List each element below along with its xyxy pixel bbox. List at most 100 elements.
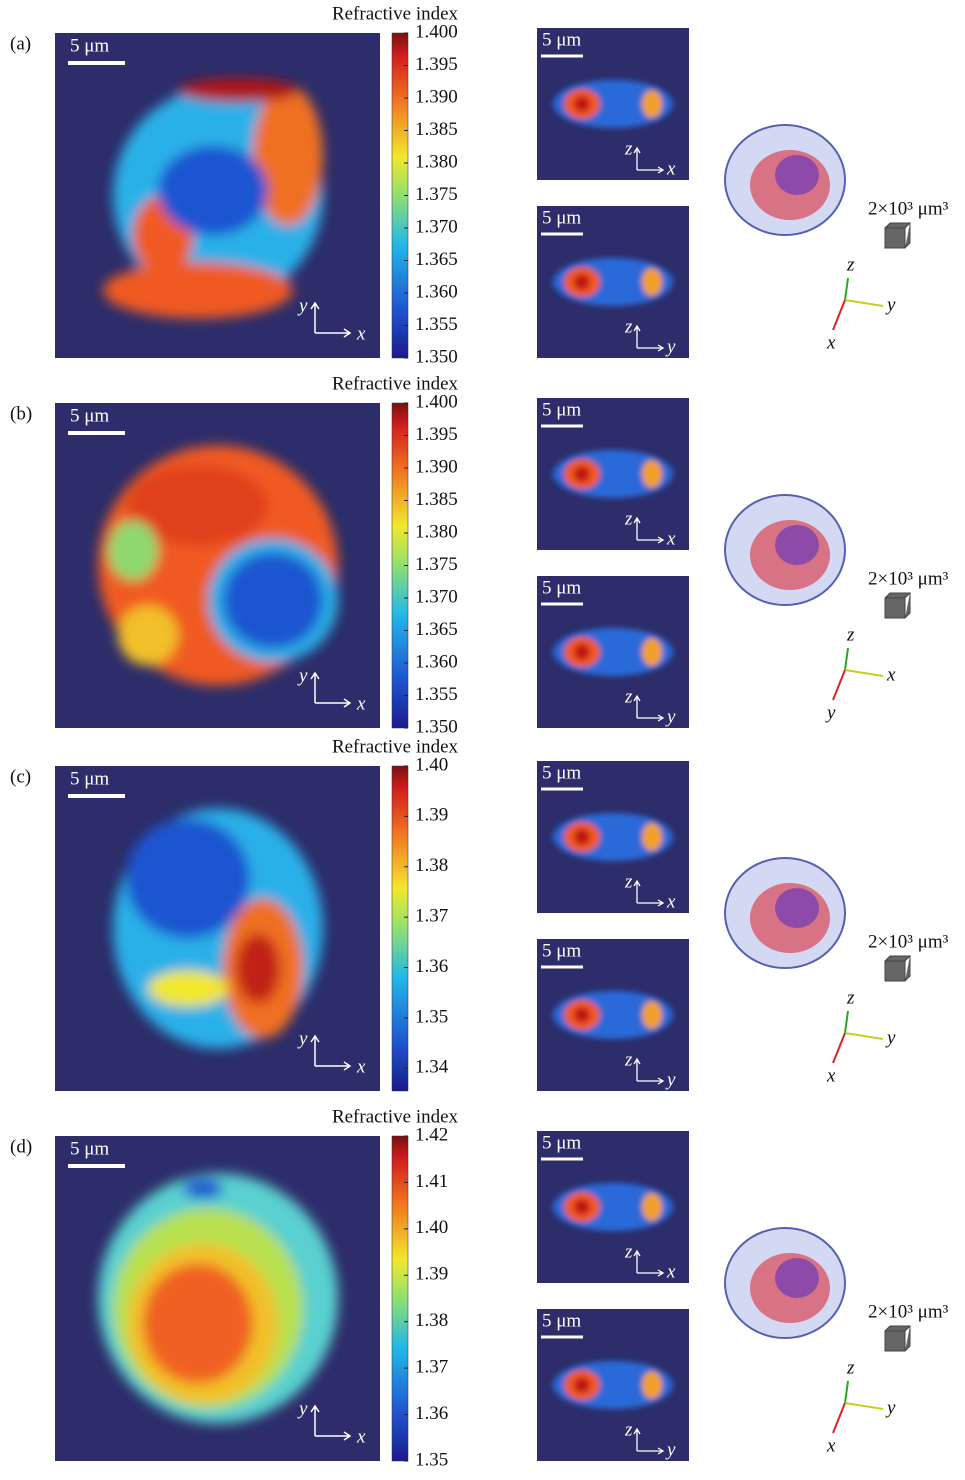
axis-letter: x [666,891,676,912]
cell [98,446,338,686]
cell-region [103,263,293,319]
axis-letter: y [297,1028,308,1049]
colorbar-tick-label: 1.38 [415,1310,448,1331]
colorbar-tick-label: 1.380 [415,521,458,542]
colorbar-tick-label: 1.40 [415,754,448,775]
slice-region [574,829,590,845]
axis-3d [845,300,883,306]
volume-region [775,155,819,195]
axis-letter: y [297,295,308,316]
axis-letter: z [624,1419,633,1440]
colorbar-tick-label: 1.39 [415,1264,448,1285]
colorbar-tick-label: 1.42 [415,1124,448,1145]
axis-letter: x [666,1261,676,1282]
axis-letter: y [665,1069,676,1090]
slice-region [642,1001,662,1029]
scale-bar-label: 5 μm [70,35,109,56]
colorbar-tick-label: 1.390 [415,86,458,107]
cell-region [158,146,268,236]
slice-region [574,96,590,112]
axis-letter: z [846,1357,855,1378]
slice-region [574,1007,590,1023]
colorbar-tick-label: 1.350 [415,346,458,367]
axis-letter: y [297,665,308,686]
colorbar-tick-label: 1.365 [415,249,458,270]
cell-region [108,521,158,581]
slice-region [574,1377,590,1393]
colorbar-tick-label: 1.370 [415,586,458,607]
volume-region [775,525,819,565]
slice-region [642,268,662,296]
axis-letter: z [624,1049,633,1070]
slice-cell [553,450,673,498]
slice-cell [553,991,673,1039]
slice-cell [553,813,673,861]
panel-label: (c) [10,766,31,787]
axis-letter: y [885,1397,896,1418]
colorbar-tick-label: 1.375 [415,184,458,205]
axis-letter: x [666,158,676,179]
axis-letter: x [356,1426,366,1447]
slice-region [574,1199,590,1215]
colorbar [392,766,408,1091]
axis-letter: x [356,323,366,344]
colorbar-tick-label: 1.355 [415,314,458,335]
slice-region [642,1371,662,1399]
axis-3d [845,278,848,300]
volume-region [775,1258,819,1298]
axis-3d [845,1403,883,1409]
cell-region [236,934,280,1004]
scale-bar-label: 5 μm [542,207,581,228]
colorbar-tick-label: 1.36 [415,956,448,977]
slice-cell [553,628,673,676]
axis-letter: x [666,528,676,549]
axis-letter: z [624,686,633,707]
axis-letter: y [665,706,676,727]
axis-letter: y [885,294,896,315]
colorbar [392,1136,408,1461]
axis-letter: x [886,664,896,685]
slice-cell [553,80,673,128]
cell-region [148,971,228,1007]
colorbar-tick-label: 1.36 [415,1403,448,1424]
scale-cube [885,956,910,981]
colorbar-tick-label: 1.385 [415,489,458,510]
colorbar-tick-label: 1.350 [415,716,458,737]
figure: (a)5 μmyxRefractive index1.4001.3951.390… [0,0,965,1480]
axis-3d [833,300,845,330]
colorbar-tick-label: 1.35 [415,1449,448,1470]
colorbar-tick-label: 1.390 [415,456,458,477]
axis-3d [845,670,883,676]
colorbar-tick-label: 1.395 [415,54,458,75]
volume-scale-label: 2×10³ μm³ [868,568,949,589]
volume-region [775,888,819,928]
axis-letter: y [665,1439,676,1460]
colorbar-tick-label: 1.34 [415,1057,449,1078]
cell [113,809,323,1049]
colorbar-tick-label: 1.380 [415,151,458,172]
slice-region [642,823,662,851]
scale-bar-label: 5 μm [542,940,581,961]
scale-cube [885,223,910,248]
slice-cell [553,1361,673,1409]
axis-3d [833,670,845,700]
axis-letter: x [826,1065,836,1086]
slice-region [642,90,662,118]
axis-3d [845,1381,848,1403]
slice-region [574,274,590,290]
scale-bar-label: 5 μm [542,762,581,783]
colorbar-tick-label: 1.360 [415,651,458,672]
axis-letter: z [624,508,633,529]
slice-cell [553,1183,673,1231]
scale-bar-label: 5 μm [70,768,109,789]
slice-region [574,644,590,660]
colorbar-tick-label: 1.370 [415,216,458,237]
axis-letter: z [624,1241,633,1262]
axis-letter: y [825,702,836,723]
colorbar-tick-label: 1.35 [415,1006,448,1027]
cell-region [126,819,250,939]
colorbar-tick-label: 1.37 [415,1357,448,1378]
cell-region [178,79,298,103]
volume-scale-label: 2×10³ μm³ [868,198,949,219]
scale-bar-label: 5 μm [542,399,581,420]
